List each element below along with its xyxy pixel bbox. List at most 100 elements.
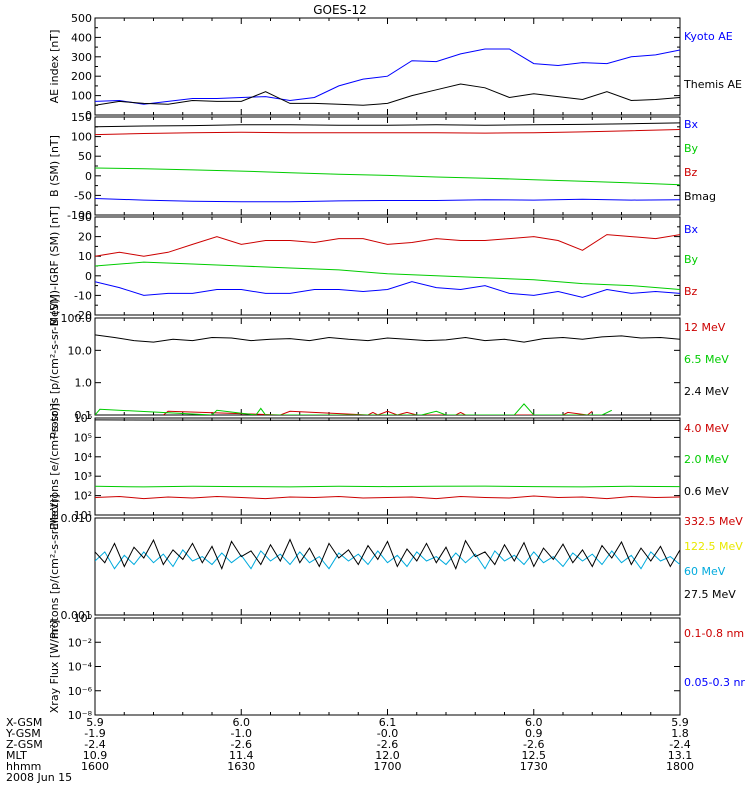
y-tick-label: 100.0 <box>61 312 93 325</box>
y-tick-label: 0 <box>85 270 92 283</box>
footer-value: 1.8 <box>671 727 689 740</box>
y-tick-label: -100 <box>67 209 92 222</box>
footer-row-label: Y-GSM <box>5 727 41 740</box>
y-tick-label: 50 <box>78 150 92 163</box>
y-tick-label: -10 <box>74 289 92 302</box>
legend-label: 6.5 MeV <box>684 353 729 366</box>
legend-label: By <box>684 253 699 266</box>
y-tick-label: 400 <box>71 31 92 44</box>
y-tick-label: 10⁶ <box>74 412 93 425</box>
chart-panel-2: -100 -50 0 50 100 150 B (SM) [nT] Bx By Bz Bmag <box>48 111 716 222</box>
y-tick-label: 1.0 <box>75 377 93 390</box>
y-tick-label: 10.0 <box>68 344 93 357</box>
footer-value: 5.9 <box>86 716 104 729</box>
y-tick-label: 10⁻⁶ <box>68 685 93 698</box>
footer-value: 0.9 <box>525 727 543 740</box>
legend-label: By <box>684 142 699 155</box>
footer-value: 5.9 <box>671 716 689 729</box>
footer-value: -2.6 <box>377 738 398 751</box>
y-tick-label: 200 <box>71 70 92 83</box>
chart-panel-5: 10¹ 10² 10³ 10⁴ 10⁵ 10⁶ Electrons [e/(cm²-s-sr… <box>48 403 729 530</box>
y-axis-label: Electrons [e/(cm²-s-sr)] <box>48 403 61 530</box>
y-tick-label: 10⁻² <box>68 636 92 649</box>
series-line-bz <box>95 234 680 257</box>
footer-value: -0.0 <box>377 727 398 740</box>
series-line-themis-ae <box>95 83 680 106</box>
y-tick-label: 30 <box>78 211 92 224</box>
y-tick-label: 10⁰ <box>74 612 93 625</box>
footer-value: 12.5 <box>522 749 547 762</box>
series-line-27-5-mev <box>95 538 680 571</box>
series-line-0-6-mev <box>95 419 680 421</box>
y-tick-label: 500 <box>71 12 92 25</box>
series-line-by <box>95 167 680 186</box>
series-line-bx <box>95 198 680 203</box>
legend-label: Bz <box>684 285 698 298</box>
legend-label: Bmag <box>684 190 716 203</box>
y-tick-label: 150 <box>71 111 92 124</box>
legend-label: 0.6 MeV <box>684 485 729 498</box>
legend-label: Bz <box>684 166 698 179</box>
y-tick-label: 300 <box>71 51 92 64</box>
series-line-kyoto-ae <box>95 48 680 105</box>
y-tick-label: 100 <box>71 131 92 144</box>
y-tick-label: 0.1 <box>75 409 93 422</box>
footer-value: 10.9 <box>83 749 108 762</box>
footer-value: 1700 <box>374 760 402 773</box>
y-tick-label: -20 <box>74 309 92 322</box>
footer-value: 1600 <box>81 760 109 773</box>
legend-label: Bx <box>684 118 699 131</box>
series-line-by <box>95 261 680 290</box>
footer-value: 13.1 <box>668 749 693 762</box>
y-tick-label: 0.010 <box>61 512 93 525</box>
series-line-4-0-mev <box>95 495 680 500</box>
legend-label: Kyoto AE <box>684 30 733 43</box>
footer-value: 6.0 <box>233 716 251 729</box>
y-axis-label: Xray Flux [W/m²] <box>48 620 61 713</box>
y-axis-label: B (SM) [nT] <box>48 135 61 197</box>
footer-value: -2.4 <box>669 738 690 751</box>
legend-label: 0.1-0.8 nm <box>684 627 744 640</box>
y-tick-label: 10² <box>74 490 92 503</box>
legend-label: 122.5 MeV <box>684 540 743 553</box>
chart-title: GOES-12 <box>313 3 367 17</box>
legend-label: Bx <box>684 223 699 236</box>
series-line-bz <box>95 129 680 136</box>
y-tick-label: 10⁴ <box>74 451 93 464</box>
y-tick-label: 100 <box>71 90 92 103</box>
footer-value: 1800 <box>666 760 694 773</box>
series-line-bmag <box>95 122 680 128</box>
y-tick-label: 20 <box>78 231 92 244</box>
chart-panel-1: 0 100 200 300 400 500 AE index [nT] Kyoto AE The… <box>48 12 742 122</box>
footer-value: 1630 <box>227 760 255 773</box>
footer-value: 6.0 <box>525 716 543 729</box>
chart-panel-7: 10⁻⁸ 10⁻⁶ 10⁻⁴ 10⁻² 10⁰ Xray Flux [W/m²] 0.1-0… <box>48 612 745 722</box>
y-axis-label: AE index [nT] <box>48 30 61 104</box>
footer-value: 6.1 <box>379 716 397 729</box>
y-tick-label: 0 <box>85 109 92 122</box>
legend-label: 12 MeV <box>684 321 726 334</box>
footer-value: -2.6 <box>231 738 252 751</box>
footer-value: 12.0 <box>375 749 400 762</box>
y-tick-label: 10⁻⁴ <box>68 661 93 674</box>
footer-row-label: 2008 Jun 15 <box>6 771 72 784</box>
series-line-60-mev <box>95 549 680 570</box>
legend-label: 0.05-0.3 nr <box>684 676 745 689</box>
footer-value: 1730 <box>520 760 548 773</box>
footer-row-label: MLT <box>6 749 27 762</box>
footer-row-label: X-GSM <box>6 716 42 729</box>
legend-label: Themis AE <box>683 78 742 91</box>
footer-row-label: Z-GSM <box>6 738 43 751</box>
y-tick-label: 10³ <box>74 470 92 483</box>
y-axis-label: Protons [p/(cm²-s-sr-MeV)] <box>48 294 61 439</box>
y-axis-label: B (SM)-IGRF (SM) [nT] <box>48 206 61 326</box>
y-tick-label: 0.001 <box>61 609 93 622</box>
y-tick-label: -50 <box>74 189 92 202</box>
